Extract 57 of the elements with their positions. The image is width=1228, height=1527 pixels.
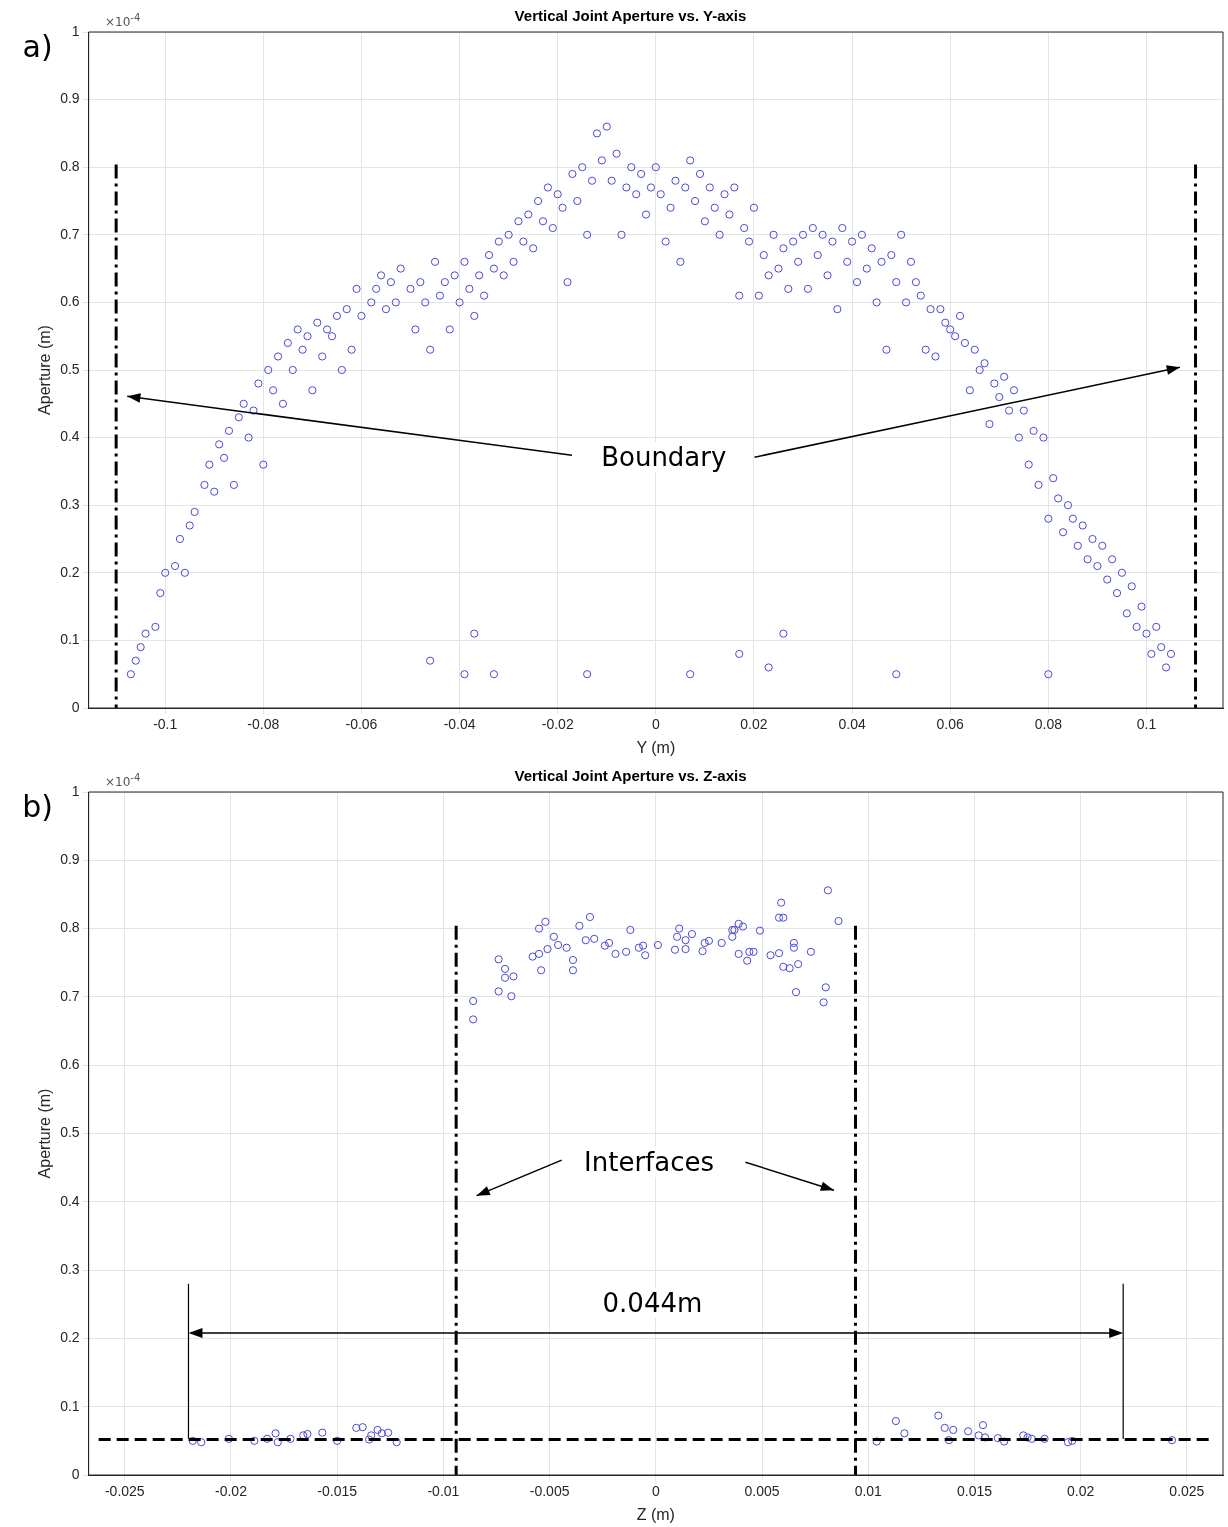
x-tick-label: -0.005	[529, 1483, 570, 1500]
y-tick-label: 0.4	[60, 1192, 80, 1209]
x-tick-label: 0	[651, 1483, 660, 1500]
y-axis-title: Aperture (m)	[36, 325, 54, 415]
x-tick-label: -0.025	[104, 1483, 145, 1500]
x-tick-label: -0.1	[153, 716, 178, 733]
x-tick-label: 0.02	[1067, 1483, 1095, 1500]
y-tick-label: 0.1	[60, 631, 80, 648]
y-tick-label: 0.5	[60, 360, 80, 377]
annotation: Boundary	[595, 442, 733, 473]
y-tick-label: 0.6	[60, 293, 80, 310]
y-tick-label: 0.7	[60, 987, 80, 1004]
x-tick-label: -0.015	[317, 1483, 358, 1500]
chart-title: Vertical Joint Aperture vs. Y-axis	[514, 7, 747, 25]
annotation: Interfaces	[578, 1146, 720, 1177]
x-tick-label: -0.06	[345, 716, 378, 733]
x-tick-label: 0.08	[1034, 716, 1063, 733]
text: b)	[21, 788, 54, 824]
y-tick-label: 0	[71, 698, 80, 715]
x-tick-label: 0.06	[936, 716, 965, 733]
annotation: 0.044m	[596, 1287, 709, 1318]
x-tick-label: 0.01	[854, 1483, 883, 1500]
y-axis-title: Aperture (m)	[36, 1088, 54, 1179]
x-tick-label: -0.02	[215, 1483, 248, 1500]
x-tick-label: 0.1	[1136, 716, 1157, 733]
y-tick-label: 0.3	[60, 1260, 80, 1277]
y-tick-label: 0.4	[60, 428, 80, 445]
y-tick-label: 0.2	[60, 563, 80, 580]
y-tick-label: 1	[71, 22, 80, 39]
x-tick-label: 0	[651, 716, 660, 733]
x-tick-label: -0.02	[541, 716, 574, 733]
x-axis-title: Y (m)	[636, 738, 676, 756]
y-tick-label: 0	[71, 1465, 80, 1482]
y-tick-label: 0.8	[60, 919, 80, 936]
y-tick-label: 0.9	[60, 90, 80, 107]
text: ×10$^{-4}$	[104, 771, 142, 789]
chart-title: Vertical Joint Aperture vs. Z-axis	[514, 767, 747, 785]
y-tick-label: 0.1	[60, 1397, 80, 1414]
text: ×10$^{-4}$	[104, 11, 142, 29]
y-tick-label: 0.7	[60, 225, 80, 242]
x-tick-label: 0.04	[838, 716, 866, 733]
y-tick-label: 0.5	[60, 1124, 80, 1141]
y-tick-label: 0.2	[60, 1329, 80, 1346]
x-tick-label: -0.01	[427, 1483, 460, 1500]
x-tick-label: -0.04	[443, 716, 476, 733]
y-tick-label: 0.8	[60, 158, 80, 175]
x-tick-label: 0.015	[956, 1483, 993, 1500]
y-tick-label: 0.6	[60, 1056, 80, 1073]
x-tick-label: 0.025	[1169, 1483, 1205, 1500]
x-axis-title: Z (m)	[636, 1505, 675, 1523]
y-tick-label: 0.9	[60, 851, 80, 868]
x-tick-label: 0.005	[744, 1483, 780, 1500]
text: a)	[21, 28, 54, 64]
x-tick-label: 0.02	[740, 716, 768, 733]
x-tick-label: -0.08	[247, 716, 280, 733]
y-tick-label: 1	[71, 782, 80, 799]
y-tick-label: 0.3	[60, 496, 80, 513]
